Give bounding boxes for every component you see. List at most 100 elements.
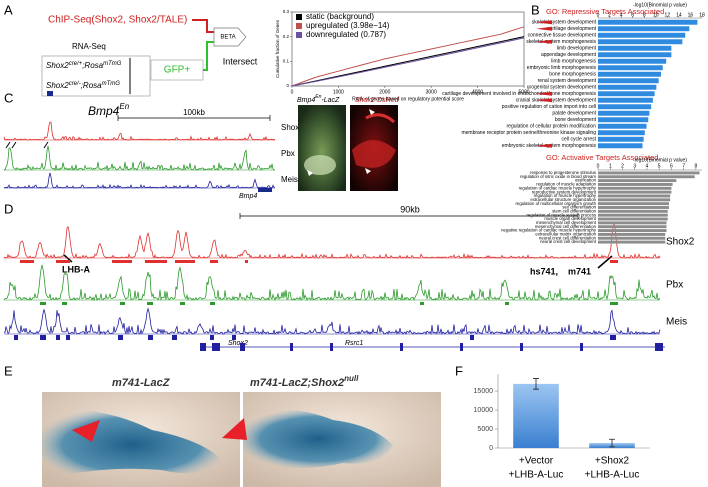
category-label: reproductive system development (532, 189, 597, 194)
bar (598, 182, 673, 186)
x-tick-label: 12 (665, 12, 671, 18)
category-label: stem cell differentiation (552, 208, 596, 213)
element-label: hs741, (530, 266, 558, 276)
x-tick-label: 7 (682, 163, 685, 169)
exon (212, 343, 220, 351)
bar (598, 78, 659, 84)
gene-label: Rsrc1 (345, 340, 363, 347)
peak-box (62, 302, 67, 305)
x-tick-label: 8 (643, 12, 646, 18)
gene-label: Shox2 (228, 340, 248, 347)
series-line (291, 36, 525, 87)
track-label: Meis (666, 317, 687, 328)
category-label: extracellular matrix organization (535, 232, 596, 237)
category-label: palate development (552, 111, 596, 117)
chart-title: GO: Activative Targets Associated (546, 153, 658, 162)
track-label: Pbx (666, 280, 683, 291)
category-label: mesenchymal cell development (536, 220, 597, 225)
gene: m741-LacZ;Shox2 (250, 377, 344, 389)
bar (598, 52, 672, 58)
x-tick-label: 14 (676, 12, 682, 18)
signal-track (3, 307, 661, 336)
bar (513, 383, 559, 448)
y-tick-label: 15000 (474, 388, 494, 395)
category-label: negative regulation of cardiac muscle hy… (501, 228, 597, 233)
track-label: Shox2 (666, 237, 695, 248)
category-label: urogenital system development (527, 85, 597, 91)
legend-swatch (296, 23, 302, 29)
bar (598, 104, 652, 110)
peak-box (610, 335, 616, 340)
x-tick-label: 4 (646, 163, 649, 169)
scale-label: 100kb (183, 108, 205, 117)
category-label: sex differentiation (562, 205, 596, 210)
category-label: bone morphogenesis (549, 72, 596, 78)
peak-box (147, 302, 153, 305)
sup: cre/- (69, 81, 81, 87)
peak-box (145, 260, 167, 263)
arrow (203, 41, 214, 71)
category-label: skeletal system morphogenesis (526, 39, 596, 45)
panel-letter: E (4, 363, 13, 378)
y-tick-label: 0 (489, 445, 493, 452)
bar (598, 198, 671, 202)
peak-box (56, 260, 70, 263)
category-label: regulation of muscle hypertrophy (534, 193, 597, 198)
category-label: bone development (555, 117, 597, 123)
x-tick-label: 1000 (333, 89, 344, 95)
signal-track (3, 172, 276, 189)
series-line (291, 37, 525, 87)
photo-caption: m741-LacZ;Shox2null (250, 374, 359, 389)
arrow (63, 254, 73, 263)
exon (240, 343, 245, 351)
x-tick-label: 18 (699, 12, 705, 18)
panel-letter: C (4, 90, 13, 105)
bar (598, 225, 667, 229)
category-label: regulation of muscle adaptation (536, 182, 596, 187)
bar (598, 110, 650, 116)
category-label: regulation of multicellular organism gro… (516, 201, 597, 206)
bar (598, 65, 663, 71)
bar (598, 97, 653, 103)
rna-seq-label: RNA-Seq (72, 42, 106, 51)
sup: En (315, 94, 321, 100)
peak-box (172, 335, 177, 340)
peak-box (470, 335, 474, 340)
arrowhead (72, 420, 100, 442)
gene: Shox2 (46, 81, 69, 90)
series-line (291, 26, 525, 87)
exon (520, 343, 523, 351)
bar (598, 236, 666, 240)
bar (598, 221, 667, 225)
bar (598, 117, 649, 123)
highlight-arrow (536, 26, 552, 31)
locus-marker (47, 91, 53, 96)
signal-track (3, 145, 275, 172)
category-label: regulation of cardiac muscle hypertrophy (519, 185, 597, 190)
highlight-arrow (536, 39, 552, 44)
category-label: connective tissue development (528, 33, 597, 39)
x-axis-title: -log10(Binomial p value) (633, 2, 687, 8)
category-label: regulation of nitric oxide in blood stre… (520, 174, 596, 179)
category-label: renal system development (538, 78, 597, 84)
track-label: Pbx (281, 149, 295, 158)
panel-letter: D (4, 201, 13, 216)
peak-box (120, 302, 125, 305)
error-bar (533, 378, 539, 390)
y-tick-label: 0.3 (283, 9, 290, 14)
sup: mTmG (103, 61, 122, 67)
peak-box (210, 335, 214, 340)
legend-swatch (296, 14, 302, 20)
element-label: LHB-A (62, 264, 90, 274)
gene: ;Rosa (81, 81, 102, 90)
bar (598, 32, 686, 38)
x-tick-label: 3000 (426, 89, 437, 95)
peak-box (610, 260, 618, 263)
gene: Bmp4 (88, 104, 120, 118)
category-label: cartilage development (547, 26, 597, 32)
x-tick-label: 1 (609, 163, 612, 169)
x-tick-label: 4 (620, 12, 623, 18)
peak-box (210, 260, 218, 263)
category-label: ossification (575, 178, 597, 183)
bar (598, 45, 672, 51)
